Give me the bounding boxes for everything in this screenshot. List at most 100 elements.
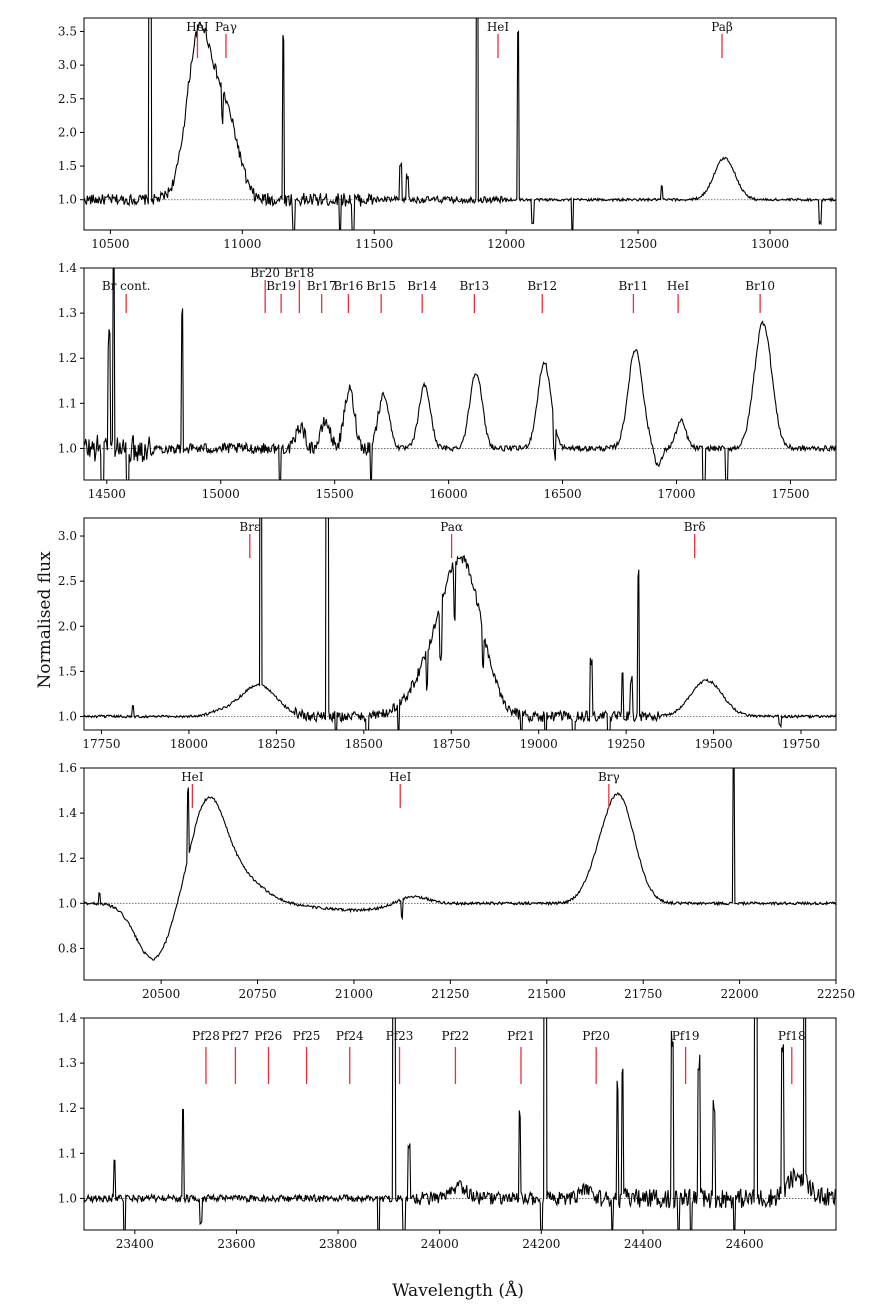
line-marker-label: Pf18	[778, 1029, 806, 1043]
line-marker-label: Pf19	[672, 1029, 700, 1043]
line-marker-label: HeI	[389, 770, 412, 784]
x-tick-label: 23400	[116, 1237, 154, 1251]
spectrum-line	[84, 768, 836, 961]
y-tick-label: 3.5	[58, 24, 77, 38]
plot-frame	[83, 267, 837, 481]
y-tick-label: 1.1	[58, 1146, 77, 1160]
line-marker-label: Brε	[239, 520, 260, 534]
y-axis-title: Normalised flux	[35, 551, 55, 689]
line-marker-label: HeI	[667, 279, 690, 293]
x-tick-label: 13000	[751, 237, 789, 251]
panel-4: 20500 20750 21000 21250 21500 21750 22000 22250…	[58, 761, 855, 1001]
line-marker-label: Pf28	[192, 1029, 220, 1043]
y-tick-label: 1.1	[58, 396, 77, 410]
y-tick-label: 3.0	[58, 58, 77, 72]
panel-1: 10500 11000 11500 12000 12500 13000 1.0 1.5 2.0 2…	[58, 17, 837, 251]
line-marker-label: Pf21	[507, 1029, 535, 1043]
line-marker-label: Br11	[619, 279, 649, 293]
line-marker-label: Br18	[284, 266, 314, 280]
x-axis-title: Wavelength (Å)	[392, 1280, 524, 1301]
line-marker-label: Pf22	[442, 1029, 470, 1043]
panel-3: 17750 18000 18250 18500 18750 19000 19250 19500…	[58, 517, 837, 751]
panel-2: 14500 15000 15500 16000 16500 17000 17500 1.0 1.…	[58, 261, 837, 501]
spectrum-line	[84, 518, 836, 730]
x-tick-label: 18250	[257, 737, 295, 751]
x-tick-label: 17500	[771, 487, 809, 501]
y-tick-label: 1.0	[58, 896, 77, 910]
line-marker-label: Br20	[250, 266, 280, 280]
line-marker-label: Br15	[366, 279, 396, 293]
x-tick-label: 21750	[624, 987, 662, 1001]
line-marker-label: HeI	[186, 20, 209, 34]
line-marker-label: HeI	[487, 20, 510, 34]
line-marker-label: Brδ	[684, 520, 706, 534]
y-tick-label: 2.0	[58, 125, 77, 139]
y-tick-label: 1.4	[58, 1011, 77, 1025]
line-marker-label: Br12	[527, 279, 557, 293]
y-tick-label: 1.2	[58, 1101, 77, 1115]
y-tick-label: 1.5	[58, 159, 77, 173]
x-tick-label: 22000	[720, 987, 758, 1001]
line-marker-label: Br16	[333, 279, 363, 293]
line-marker-label: Pf26	[255, 1029, 283, 1043]
y-tick-label: 2.0	[58, 619, 77, 633]
x-tick-label: 14500	[88, 487, 126, 501]
line-marker-label: Pf24	[336, 1029, 364, 1043]
line-marker-label: Br13	[459, 279, 489, 293]
y-tick-label: 1.4	[58, 261, 77, 275]
x-tick-label: 15500	[316, 487, 354, 501]
y-tick-label: 1.0	[58, 709, 77, 723]
x-tick-label: 21000	[335, 987, 373, 1001]
y-tick-label: 2.5	[58, 92, 77, 106]
x-tick-label: 11500	[355, 237, 393, 251]
x-tick-label: 22250	[817, 987, 855, 1001]
line-marker-label: Pf23	[386, 1029, 414, 1043]
plot-frame	[83, 17, 837, 231]
x-tick-label: 17750	[82, 737, 120, 751]
x-tick-label: 21250	[431, 987, 469, 1001]
x-tick-label: 19750	[782, 737, 820, 751]
x-tick-label: 11000	[223, 237, 261, 251]
x-tick-label: 18500	[345, 737, 383, 751]
x-tick-label: 24000	[421, 1237, 459, 1251]
line-marker-label: Pf20	[582, 1029, 610, 1043]
x-tick-label: 12500	[619, 237, 657, 251]
y-tick-label: 1.0	[58, 441, 77, 455]
line-marker-label: Br14	[407, 279, 437, 293]
line-marker-label: HeI	[181, 770, 204, 784]
line-marker-label: Br19	[266, 279, 296, 293]
line-marker-label: Paβ	[711, 20, 733, 34]
x-tick-label: 15000	[202, 487, 240, 501]
spectrum-line	[84, 1018, 836, 1230]
line-marker-label: Br cont.	[102, 279, 151, 293]
x-tick-label: 20500	[142, 987, 180, 1001]
x-tick-label: 18000	[170, 737, 208, 751]
x-tick-label: 19000	[520, 737, 558, 751]
x-tick-label: 23800	[319, 1237, 357, 1251]
y-tick-label: 3.0	[58, 529, 77, 543]
y-tick-label: 1.3	[58, 1056, 77, 1070]
spectrum-line	[84, 18, 836, 230]
line-marker-label: Brγ	[598, 770, 620, 784]
x-tick-label: 23600	[217, 1237, 255, 1251]
line-marker-label: Paα	[440, 520, 463, 534]
y-tick-label: 1.5	[58, 664, 77, 678]
line-marker-label: Br17	[307, 279, 337, 293]
y-tick-label: 1.4	[58, 806, 77, 820]
line-marker-label: Pf27	[222, 1029, 250, 1043]
panel-5: 23400 23600 23800 24000 24200 24400 24600 1.0 1.…	[58, 1011, 837, 1251]
line-marker-label: Br10	[745, 279, 775, 293]
plot-frame	[83, 517, 837, 731]
x-tick-label: 19500	[694, 737, 732, 751]
line-marker-label: Paγ	[215, 20, 237, 34]
x-tick-label: 16000	[430, 487, 468, 501]
y-tick-label: 1.6	[58, 761, 77, 775]
x-tick-label: 24200	[522, 1237, 560, 1251]
x-tick-label: 12000	[487, 237, 525, 251]
line-marker-label: Pf25	[293, 1029, 321, 1043]
x-tick-label: 10500	[91, 237, 129, 251]
plot-frame	[83, 767, 837, 981]
y-tick-label: 0.8	[58, 941, 77, 955]
x-tick-label: 21500	[528, 987, 566, 1001]
